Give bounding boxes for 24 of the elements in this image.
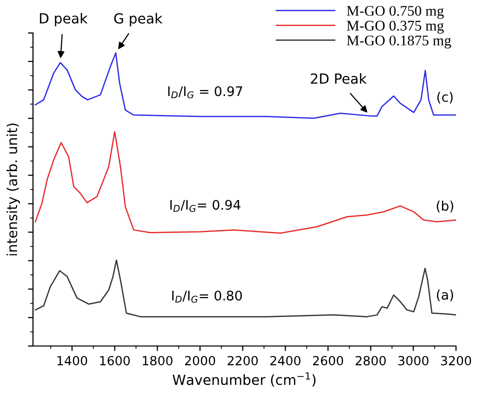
legend-label: M-GO 0.1875 mg <box>346 36 452 48</box>
annotation: (c) <box>437 92 453 104</box>
annotation: I$_{D}$/I$_{G}$ = 0.97 <box>168 86 242 98</box>
annotation: (a) <box>436 290 454 302</box>
x-tick-label: 2800 <box>356 356 386 366</box>
x-tick-label: 2400 <box>270 356 300 366</box>
annotation: I$_{D}$/I$_{G}$= 0.94 <box>170 200 240 212</box>
annotation: D peak <box>40 12 88 26</box>
x-tick-label: 1600 <box>100 356 130 366</box>
legend-label: M-GO 0.375 mg <box>346 20 444 34</box>
annotation: 2D Peak <box>310 73 367 84</box>
x-tick-label: 1800 <box>142 356 172 366</box>
legend-label: M-GO 0.750 mg <box>346 6 444 19</box>
x-axis-title: Wavenumber (cm$^{−1}$) <box>172 372 316 387</box>
x-tick-label: 3000 <box>398 356 428 366</box>
x-tick-label: 3200 <box>441 356 472 366</box>
annotation: I$_{D}$/I$_{G}$= 0.80 <box>172 290 242 303</box>
x-tick-label: 1400 <box>58 356 88 366</box>
y-axis-title: intensity (arb. unit) <box>6 124 20 256</box>
x-tick-label: 2200 <box>228 356 258 366</box>
x-tick-label: 2000 <box>185 356 216 366</box>
annotation: (b) <box>436 200 454 212</box>
annotation: G peak <box>114 12 162 26</box>
x-tick-label: 2600 <box>313 356 344 366</box>
